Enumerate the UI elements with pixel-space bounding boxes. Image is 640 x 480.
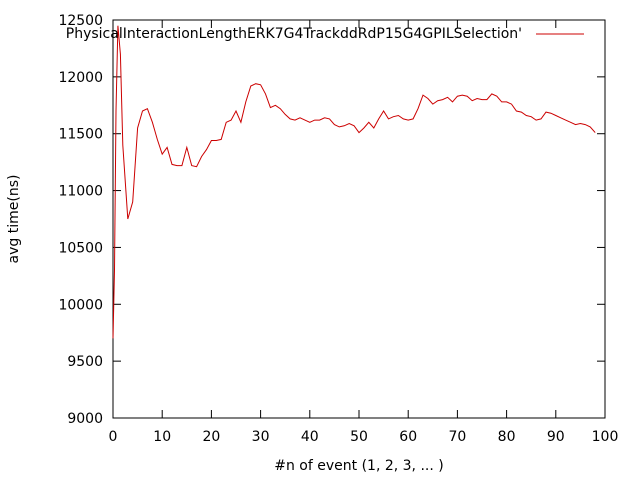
y-tick-label: 12500 <box>58 13 103 29</box>
x-tick-label: 30 <box>252 429 270 445</box>
x-tick-label: 0 <box>109 429 118 445</box>
y-tick-label: 9000 <box>67 411 103 427</box>
x-tick-label: 40 <box>301 429 319 445</box>
x-tick-label: 90 <box>547 429 565 445</box>
series-line <box>112 25 596 339</box>
y-tick-label: 10000 <box>58 297 103 313</box>
y-tick-label: 12000 <box>58 70 103 86</box>
tick-labels: 0 10 20 30 40 50 60 70 80 90 100 9000 9500 10000 10500… <box>58 13 618 445</box>
x-tick-label: 80 <box>498 429 516 445</box>
y-tick-label: 9500 <box>67 354 103 370</box>
axis-ticks <box>112 19 606 419</box>
y-axis-label: avg time(ns) <box>6 175 22 264</box>
x-tick-label: 10 <box>153 429 171 445</box>
y-tick-label: 11500 <box>58 127 103 143</box>
x-tick-label: 70 <box>448 429 466 445</box>
x-tick-label: 20 <box>202 429 220 445</box>
plot-frame <box>112 19 606 419</box>
x-tick-label: 100 <box>592 429 619 445</box>
y-tick-label: 10500 <box>58 240 103 256</box>
x-tick-label: 60 <box>399 429 417 445</box>
x-axis-label: #n of event (1, 2, 3, ... ) <box>274 458 443 474</box>
y-tick-label: 11000 <box>58 184 103 200</box>
legend: PhysicalInteractionLengthERK7G4TrackddRd… <box>66 26 584 42</box>
legend-label: PhysicalInteractionLengthERK7G4TrackddRd… <box>66 26 522 42</box>
x-tick-label: 50 <box>350 429 368 445</box>
